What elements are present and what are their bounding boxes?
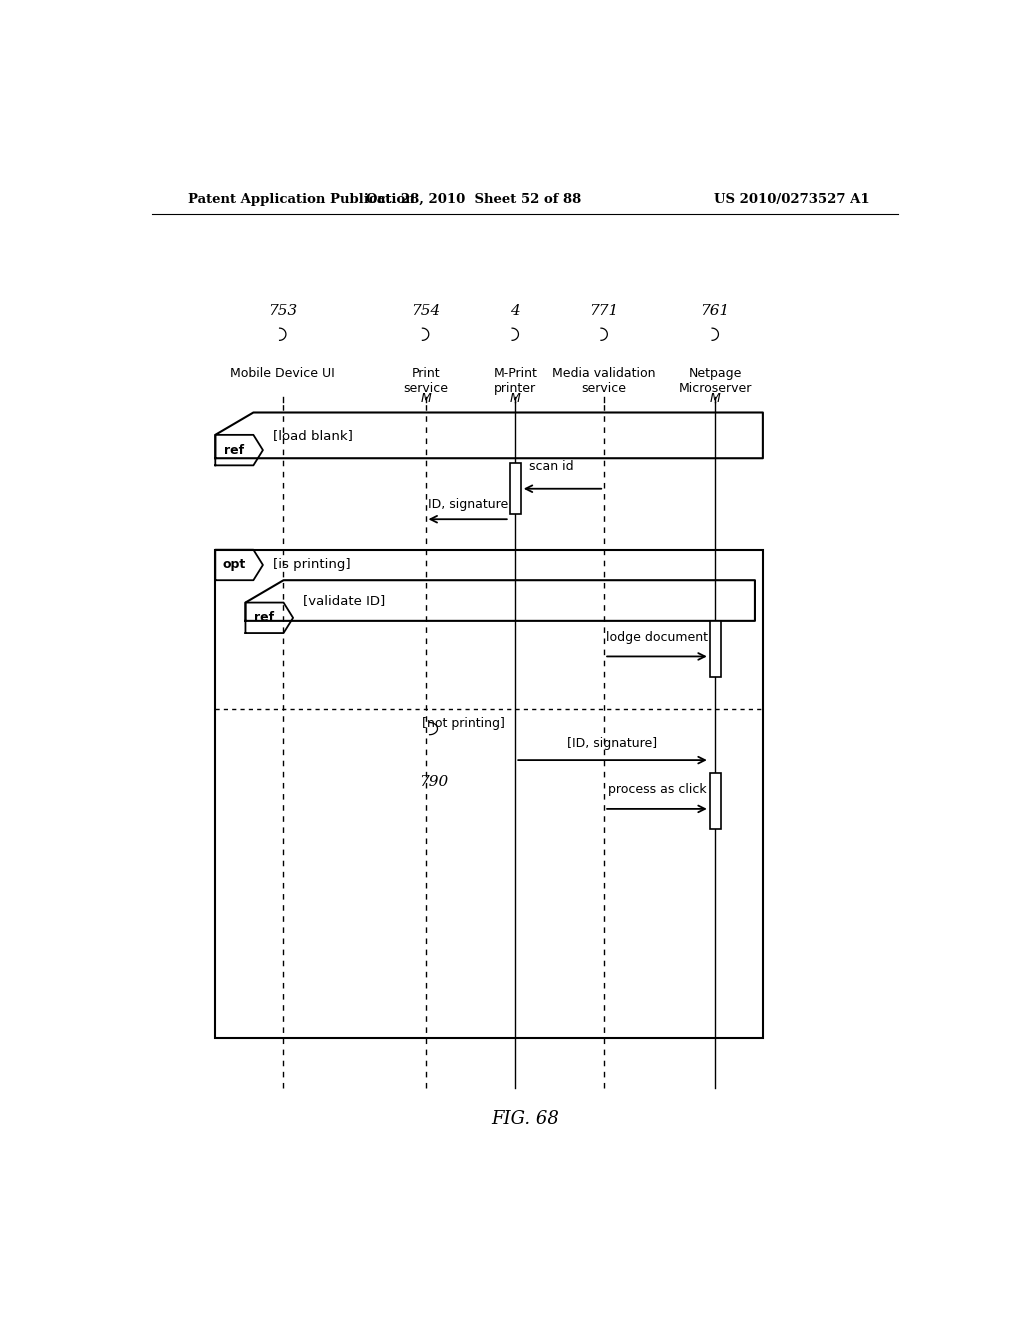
Text: scan id: scan id (528, 461, 573, 474)
Text: Netpage
Microserver: Netpage Microserver (679, 367, 752, 395)
Text: M: M (420, 392, 431, 405)
Text: Oct. 28, 2010  Sheet 52 of 88: Oct. 28, 2010 Sheet 52 of 88 (366, 193, 581, 206)
Text: [validate ID]: [validate ID] (303, 594, 386, 607)
Bar (215, 549, 763, 1038)
Text: FIG. 68: FIG. 68 (490, 1110, 559, 1127)
Text: ID, signature: ID, signature (428, 498, 508, 511)
Bar (710, 620, 721, 677)
Text: opt: opt (222, 558, 246, 572)
Bar (710, 774, 721, 829)
Text: Media validation
service: Media validation service (552, 367, 656, 395)
Text: Mobile Device UI: Mobile Device UI (230, 367, 335, 380)
Text: 761: 761 (700, 304, 730, 318)
Text: [is printing]: [is printing] (273, 558, 351, 572)
Text: M: M (710, 392, 721, 405)
Text: US 2010/0273527 A1: US 2010/0273527 A1 (715, 193, 870, 206)
Text: 790: 790 (419, 775, 449, 789)
Text: lodge document: lodge document (606, 631, 708, 644)
Text: 753: 753 (268, 304, 297, 318)
Text: [not printing]: [not printing] (422, 718, 505, 730)
Bar (510, 463, 521, 515)
Text: ref: ref (224, 444, 245, 457)
Text: M-Print
printer: M-Print printer (494, 367, 538, 395)
Text: [ID, signature]: [ID, signature] (567, 737, 657, 750)
Text: process as click: process as click (607, 783, 707, 796)
Text: ref: ref (254, 611, 274, 624)
Text: 4: 4 (510, 304, 520, 318)
Text: Print
service: Print service (403, 367, 449, 395)
Text: 754: 754 (411, 304, 440, 318)
Text: M: M (510, 392, 520, 405)
Text: 771: 771 (590, 304, 618, 318)
Text: Patent Application Publication: Patent Application Publication (187, 193, 415, 206)
Text: [load blank]: [load blank] (273, 429, 353, 442)
